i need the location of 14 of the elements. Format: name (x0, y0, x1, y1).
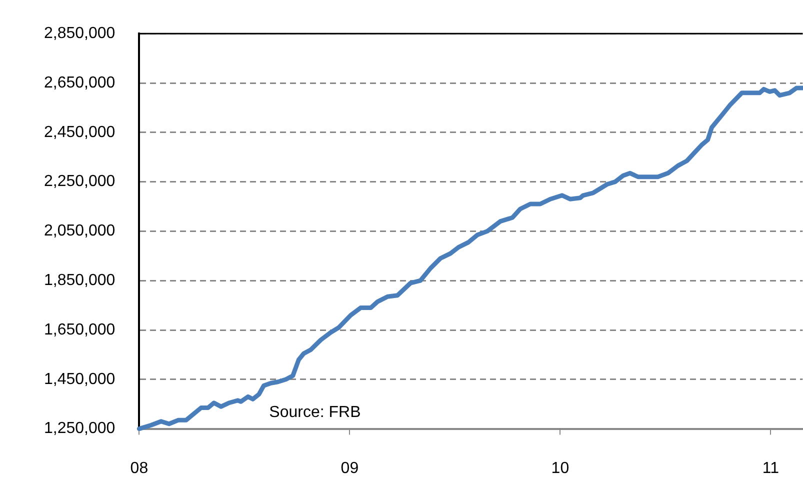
x-tick-label: 10 (551, 460, 570, 477)
y-tick-label: 1,850,000 (44, 272, 116, 290)
y-tick-label: 2,850,000 (44, 25, 116, 42)
x-tick-label: 09 (340, 460, 359, 477)
y-tick-label: 1,250,000 (44, 420, 116, 438)
y-tick-label: 2,250,000 (44, 173, 116, 190)
y-tick-label: 2,650,000 (44, 74, 116, 92)
annotation: Source: FRB (269, 404, 361, 421)
y-tick-label: 2,050,000 (44, 222, 116, 240)
x-tick-label: 08 (130, 460, 148, 477)
x-tick-label: 11 (762, 460, 780, 477)
y-tick-label: 1,650,000 (44, 321, 116, 338)
y-tick-label: 1,450,000 (44, 370, 116, 388)
y-tick-label: 2,450,000 (44, 124, 116, 141)
